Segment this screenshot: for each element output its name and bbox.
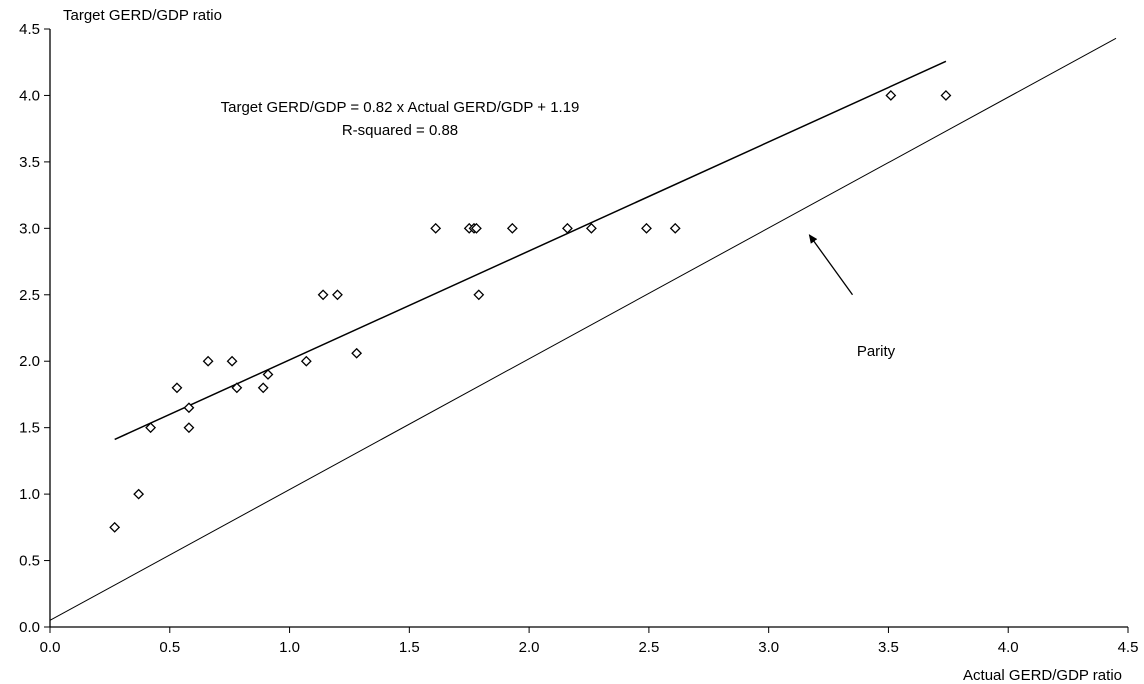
y-tick-label: 4.0 <box>19 87 40 104</box>
y-tick-label: 2.0 <box>19 353 40 370</box>
y-axis-label: Target GERD/GDP ratio <box>63 7 222 24</box>
regression-line <box>114 60 947 441</box>
data-point <box>257 382 269 394</box>
y-tick-label: 1.0 <box>19 486 40 503</box>
x-tick-label: 4.5 <box>1118 639 1139 656</box>
y-tick-label: 0.5 <box>19 553 40 570</box>
data-point <box>940 90 952 101</box>
data-point <box>885 90 897 101</box>
data-point <box>300 355 312 367</box>
y-tick-label: 1.5 <box>19 420 40 437</box>
data-point <box>231 382 243 394</box>
x-tick-label: 4.0 <box>998 639 1019 656</box>
x-tick-label: 3.5 <box>878 639 899 656</box>
x-tick-label: 1.5 <box>399 639 420 656</box>
ticks: 0.0 0.5 1.0 1.5 2.0 2.5 3.0 3.5 4.0 4.5 0.0 0.5 1.0 1… <box>19 21 1138 656</box>
data-point <box>317 289 329 301</box>
y-tick-label: 2.5 <box>19 287 40 304</box>
data-points <box>109 90 952 533</box>
x-tick-label: 0.5 <box>159 639 180 656</box>
data-point <box>183 422 195 434</box>
x-tick-label: 0.0 <box>40 639 61 656</box>
data-point <box>506 222 518 234</box>
data-point <box>332 289 343 301</box>
y-tick-label: 3.5 <box>19 154 40 171</box>
data-point <box>133 488 145 500</box>
data-point <box>171 382 183 394</box>
data-point <box>430 222 442 234</box>
data-point <box>202 355 214 367</box>
parity-label: Parity <box>857 343 896 360</box>
y-tick-label: 4.5 <box>19 21 40 38</box>
data-point <box>562 222 573 234</box>
parity-arrow <box>808 234 854 296</box>
r-squared-annotation: R-squared = 0.88 <box>342 122 458 139</box>
y-tick-label: 3.0 <box>19 220 40 237</box>
x-tick-label: 2.0 <box>519 639 540 656</box>
data-point <box>145 422 157 434</box>
data-point <box>641 222 652 234</box>
equation-annotation: Target GERD/GDP = 0.82 x Actual GERD/GDP… <box>221 99 580 116</box>
data-point <box>262 369 274 380</box>
parity-line <box>49 37 1117 621</box>
data-point <box>109 521 121 533</box>
data-point <box>470 222 482 234</box>
data-point <box>473 289 485 301</box>
x-tick-label: 3.0 <box>758 639 779 656</box>
y-tick-label: 0.0 <box>19 619 40 636</box>
x-tick-label: 1.0 <box>279 639 300 656</box>
data-point <box>226 355 238 367</box>
data-point <box>183 402 195 414</box>
data-point <box>351 347 363 359</box>
axes <box>49 29 1128 628</box>
data-point <box>669 222 681 234</box>
trend-lines <box>49 37 1117 621</box>
data-point <box>585 222 597 234</box>
x-axis-label: Actual GERD/GDP ratio <box>963 667 1122 684</box>
x-tick-label: 2.5 <box>638 639 659 656</box>
